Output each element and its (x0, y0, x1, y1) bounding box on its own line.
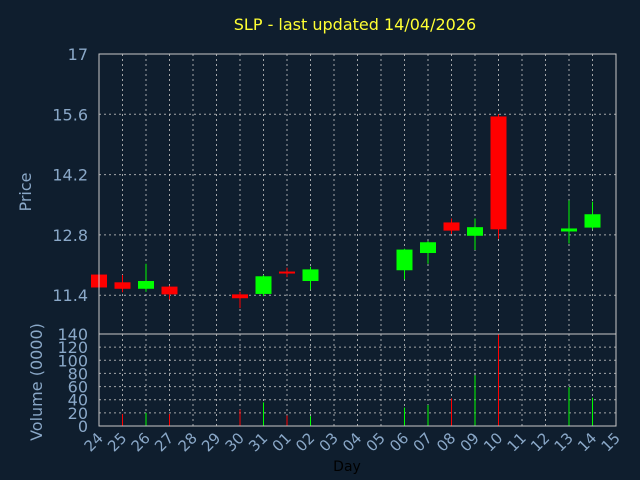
candle-body (584, 214, 601, 228)
x-tick-label: 11 (504, 429, 530, 455)
candle-body (396, 249, 413, 271)
x-tick-label: 09 (457, 429, 483, 455)
price-y-tick-label: 15.6 (52, 105, 88, 124)
x-axis-label: Day (333, 459, 361, 475)
x-tick-label: 27 (151, 429, 177, 455)
x-tick-label: 13 (551, 429, 577, 455)
x-tick-label: 31 (245, 429, 271, 455)
x-tick-label: 07 (410, 429, 436, 455)
chart-title: SLP - last updated 14/04/2026 (234, 15, 476, 34)
volume-y-tick-label: 0 (78, 417, 88, 436)
volume-y-tick-label: 140 (57, 325, 88, 344)
x-tick-label: 04 (339, 429, 365, 455)
candle-body (114, 282, 131, 289)
x-tick-label: 08 (433, 429, 459, 455)
x-tick-label: 26 (128, 429, 154, 455)
candle-body (279, 271, 295, 274)
candle-body (467, 227, 483, 236)
x-tick-label: 12 (527, 429, 553, 455)
candlesticks (91, 114, 601, 309)
volume-y-tick-label: 80 (68, 364, 88, 383)
volume-y-tick-label: 120 (57, 338, 88, 357)
candle-body (561, 228, 577, 232)
price-y-tick-label: 12.8 (52, 226, 88, 245)
candle-body (420, 242, 436, 254)
candle-body (302, 269, 319, 282)
price-y-tick-label: 14.2 (52, 166, 88, 185)
candle-body (443, 222, 460, 231)
x-tick-label: 25 (104, 429, 130, 455)
x-tick-label: 01 (269, 429, 295, 455)
x-tick-label: 10 (480, 429, 506, 455)
candle-body (232, 294, 248, 299)
volume-plot-frame (98, 333, 617, 427)
x-tick-label: 28 (175, 429, 201, 455)
x-tick-label: 15 (598, 429, 624, 455)
x-tick-label: 05 (363, 429, 389, 455)
volume-y-tick-label: 100 (57, 351, 88, 370)
volume-axis-label: Volume (0000) (27, 323, 46, 441)
price-axis-label: Price (16, 172, 35, 211)
candle-body (161, 286, 178, 295)
price-y-tick-label: 11.4 (52, 286, 88, 305)
x-tick-label: 30 (222, 429, 248, 455)
x-tick-label: 02 (292, 429, 318, 455)
candle-body (255, 276, 272, 294)
volume-y-tick-label: 40 (68, 391, 88, 410)
candle-body (138, 281, 154, 289)
volume-gridlines (98, 333, 617, 427)
volume-y-tick-label: 60 (68, 378, 88, 397)
x-tick-label: 14 (574, 429, 600, 455)
x-tick-label: 29 (198, 429, 224, 455)
volume-bars (122, 334, 593, 426)
price-y-tick-label: 17 (68, 45, 88, 64)
candle-body (490, 116, 507, 230)
x-tick-label: 06 (386, 429, 412, 455)
price-y-ticks: 11.4 12.8 14.2 15.6 17 (52, 45, 88, 305)
volume-y-tick-label: 20 (68, 404, 88, 423)
x-ticks: 2425262728293031010203040506070809101112… (81, 429, 624, 455)
x-tick-label: 03 (316, 429, 342, 455)
